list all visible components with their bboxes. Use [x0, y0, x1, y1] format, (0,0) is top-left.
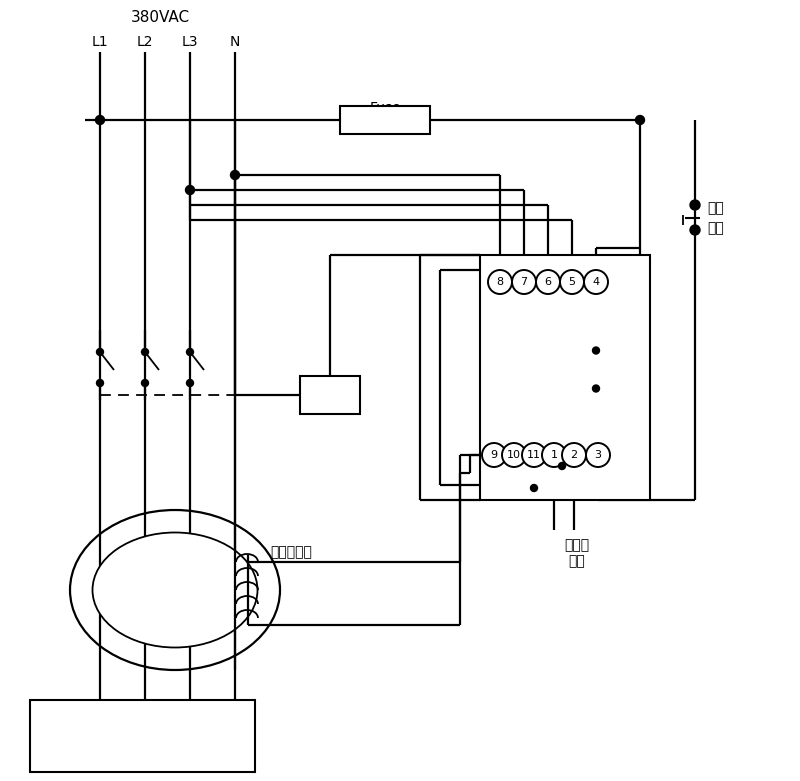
Circle shape — [97, 380, 103, 387]
Circle shape — [530, 484, 538, 491]
Circle shape — [482, 443, 506, 467]
Text: 接声光
报警: 接声光 报警 — [564, 538, 589, 568]
Text: N: N — [230, 35, 240, 49]
Text: 试
验: 试 验 — [545, 304, 551, 326]
Text: 3: 3 — [594, 450, 602, 460]
Text: 10: 10 — [507, 450, 521, 460]
Text: 试
验: 试 验 — [569, 304, 575, 326]
Text: 电源220V～: 电源220V～ — [486, 319, 529, 329]
Text: 6: 6 — [545, 277, 551, 287]
Text: 信
号: 信 号 — [491, 412, 497, 433]
Circle shape — [586, 443, 610, 467]
Circle shape — [142, 380, 149, 387]
Text: 380VAC: 380VAC — [130, 10, 190, 26]
Circle shape — [186, 186, 194, 194]
Circle shape — [690, 225, 700, 235]
Text: 1: 1 — [550, 450, 558, 460]
Circle shape — [230, 170, 239, 180]
Text: N: N — [496, 304, 504, 314]
Text: 用户设备: 用户设备 — [123, 727, 163, 745]
Circle shape — [522, 443, 546, 467]
Text: 11: 11 — [527, 450, 541, 460]
Circle shape — [95, 116, 105, 124]
Text: 信
号: 信 号 — [511, 412, 517, 433]
Text: L: L — [521, 304, 527, 314]
Circle shape — [97, 348, 103, 355]
Circle shape — [593, 347, 599, 354]
Bar — [30, 700, 255, 772]
Text: 8: 8 — [497, 277, 503, 287]
Circle shape — [542, 443, 566, 467]
Circle shape — [186, 348, 194, 355]
Circle shape — [560, 270, 584, 294]
Bar — [340, 106, 430, 134]
Text: KM: KM — [318, 386, 342, 404]
Circle shape — [593, 385, 599, 392]
Text: 2: 2 — [570, 450, 578, 460]
Text: 9: 9 — [490, 450, 498, 460]
Bar — [300, 376, 360, 414]
Text: 4: 4 — [593, 277, 599, 287]
Circle shape — [584, 270, 608, 294]
Circle shape — [502, 443, 526, 467]
Bar — [480, 255, 650, 500]
Text: Fuse: Fuse — [369, 101, 401, 115]
Text: 7: 7 — [521, 277, 527, 287]
Text: 零序互感器: 零序互感器 — [270, 545, 312, 559]
Ellipse shape — [93, 533, 258, 647]
Text: L3: L3 — [182, 35, 198, 49]
Circle shape — [690, 200, 700, 210]
Text: 5: 5 — [569, 277, 575, 287]
Circle shape — [512, 270, 536, 294]
Circle shape — [186, 380, 194, 387]
Circle shape — [536, 270, 560, 294]
Text: L2: L2 — [137, 35, 154, 49]
Circle shape — [558, 462, 566, 469]
Circle shape — [142, 348, 149, 355]
Circle shape — [488, 270, 512, 294]
Text: L1: L1 — [92, 35, 108, 49]
Circle shape — [635, 116, 645, 124]
Text: 自锁
开关: 自锁 开关 — [707, 201, 724, 235]
Circle shape — [562, 443, 586, 467]
